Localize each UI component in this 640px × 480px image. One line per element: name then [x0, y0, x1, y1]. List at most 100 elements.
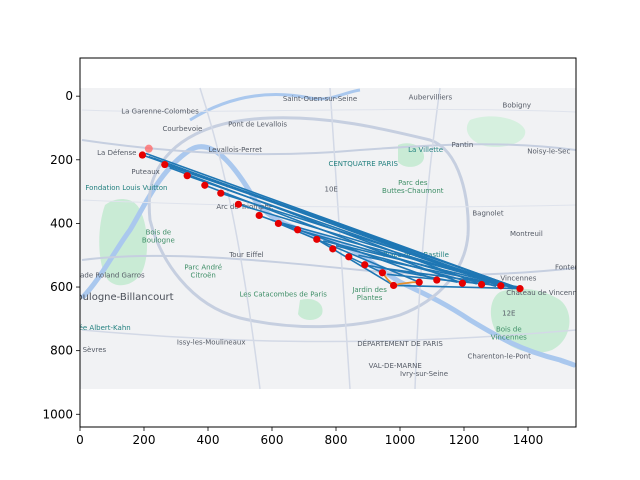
map-label: Stade Roland Garros	[73, 271, 145, 279]
x-axis: 0 200 400 600 800 1000 1200 1400	[76, 427, 543, 447]
map-label: 10E	[325, 186, 338, 194]
data-point	[433, 276, 441, 284]
map-label: VAL-DE-MARNE	[369, 362, 422, 370]
map-label: Vincennes	[500, 275, 536, 283]
data-point	[361, 261, 369, 269]
x-tick-label: 800	[325, 433, 348, 447]
map-label: Plantes	[357, 294, 383, 302]
map-label: Parc des	[398, 179, 428, 187]
map-label: Boulogne	[142, 237, 175, 245]
route-overlay	[138, 144, 524, 293]
y-tick-label: 0	[65, 89, 73, 103]
map-park-south	[298, 298, 323, 320]
map-labels: Saint-Ouen-sur-Seine Aubervilliers Bobigny…	[64, 93, 587, 378]
map-label: Saint-Ouen-sur-Seine	[283, 95, 357, 103]
map-label: Fondation Louis Vuitton	[85, 184, 167, 192]
map-label: Issy-les-Moulineaux	[177, 338, 246, 346]
route-line	[323, 240, 521, 290]
x-tick-label: 1000	[385, 433, 416, 447]
data-point	[255, 211, 263, 220]
x-tick-label: 400	[197, 433, 220, 447]
y-tick-label: 1000	[42, 407, 73, 421]
data-point	[345, 253, 353, 261]
route-line	[220, 192, 521, 290]
map-park-north	[466, 116, 526, 148]
map-label: Château de Vincennes	[506, 289, 585, 297]
route-lines	[142, 152, 521, 290]
data-point	[329, 245, 337, 253]
map-label: Bois de	[146, 229, 172, 237]
map-label: Noisy-le-Sec	[527, 147, 570, 155]
data-point	[415, 278, 423, 286]
route-line	[316, 238, 395, 287]
map-label: 12E	[502, 310, 515, 318]
x-tick-label: 200	[133, 433, 156, 447]
data-point	[201, 181, 209, 189]
data-point	[390, 281, 398, 290]
data-point	[183, 172, 191, 180]
map-label: Puteaux	[131, 168, 159, 176]
map-park-bois-de-vincennes	[490, 288, 570, 353]
route-line	[186, 174, 502, 287]
map-label: Musée Albert-Kahn	[64, 324, 130, 332]
data-point	[478, 280, 486, 289]
map-label: La Garenne-Colombes	[121, 108, 199, 116]
map-label: Jardin des	[351, 286, 387, 294]
map-label: Sèvres	[83, 346, 107, 354]
data-point	[234, 200, 242, 208]
highlight-point	[144, 144, 153, 153]
axes-frame	[79, 57, 577, 428]
points-layer	[138, 144, 524, 293]
map-label: Ivry-sur-Seine	[400, 370, 448, 378]
map-label: Parc André	[184, 264, 222, 272]
data-point	[217, 189, 225, 197]
map-road-8	[81, 108, 576, 113]
map-river-north	[189, 88, 361, 122]
data-point	[294, 226, 302, 234]
route-line	[258, 214, 438, 281]
data-point	[138, 151, 146, 159]
map-label: Tour Eiffel	[228, 251, 263, 259]
y-tick-label: 200	[50, 153, 73, 167]
y-tick-label: 600	[50, 280, 73, 294]
map-label: Pont de Levallois	[228, 120, 287, 128]
data-point	[313, 235, 321, 243]
map-label: Charenton-le-Pont	[468, 353, 532, 361]
map-road-3	[199, 87, 261, 390]
map-label: Citroën	[191, 271, 216, 279]
data-point	[458, 279, 466, 287]
map-label: Buttes-Chaumont	[382, 187, 444, 195]
x-tick-label: 1200	[449, 433, 480, 447]
x-tick-label: 600	[261, 433, 284, 447]
map-label: La Défense	[97, 149, 136, 157]
x-tick-label: 1400	[513, 433, 544, 447]
map-label: DÉPARTEMENT DE PARIS	[357, 339, 443, 348]
map-label: Bobigny	[503, 101, 532, 109]
data-point	[516, 285, 524, 293]
route-line	[380, 267, 521, 288]
map-road-5	[414, 87, 441, 390]
x-tick-label: 0	[76, 433, 84, 447]
map-label: Aubervilliers	[409, 93, 453, 101]
data-point	[378, 269, 386, 277]
map-label: La Villette	[408, 146, 443, 154]
map-label: Courbevoie	[162, 125, 202, 133]
data-point	[161, 160, 169, 169]
map-label: Bois de	[496, 326, 522, 334]
map-park-buttes-chaumont	[398, 143, 425, 167]
route-line	[164, 163, 521, 290]
route-line	[271, 219, 521, 290]
y-tick-label: 400	[50, 216, 73, 230]
map-label: Fontenay	[555, 264, 587, 272]
map-road-2	[81, 254, 576, 276]
y-axis: 0 200 400 600 800 1000	[42, 89, 80, 421]
data-point	[497, 282, 505, 290]
map-label: CENTQUATRE PARIS	[328, 160, 398, 168]
map-label: Pantin	[452, 141, 474, 149]
map-label: Levallois-Perret	[208, 146, 262, 154]
route-line	[278, 222, 420, 284]
y-tick-label: 800	[50, 344, 73, 358]
map-label: Les Catacombes de Paris	[240, 291, 328, 299]
data-point	[274, 219, 282, 228]
